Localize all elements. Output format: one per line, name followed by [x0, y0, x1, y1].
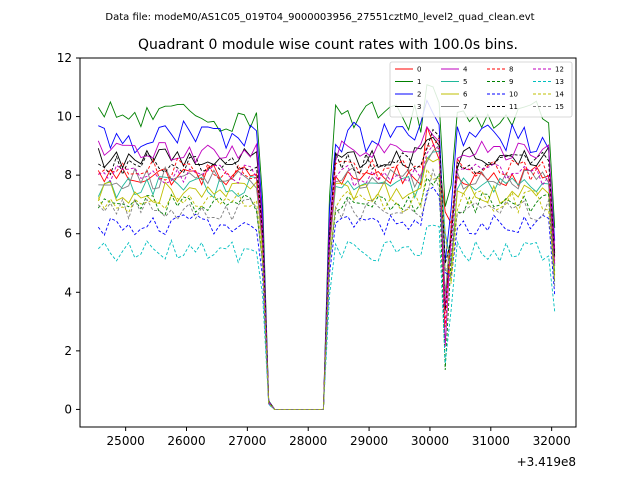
y-axis-ticks: 0 2 4 6 8 10 12	[57, 51, 80, 416]
series-line-6	[97, 156, 556, 410]
x-tick-label: 30000	[411, 434, 449, 448]
legend-label-14: 14	[555, 91, 564, 99]
x-axis-ticks: 25000 26000 27000 28000 29000 30000 31000 32000	[107, 427, 571, 448]
series-line-13	[97, 224, 556, 410]
legend-label-6: 6	[463, 91, 468, 99]
legend-label-7: 7	[463, 103, 467, 111]
x-axis-offset-text: +3.419e8	[517, 455, 576, 469]
x-tick-label: 31000	[472, 434, 510, 448]
series-line-7	[98, 144, 556, 410]
legend-label-0: 0	[417, 66, 421, 74]
y-tick-label: 2	[64, 344, 72, 358]
axes-frame	[79, 57, 577, 428]
legend-label-12: 12	[555, 66, 564, 74]
x-tick-label: 25000	[107, 434, 145, 448]
legend-label-13: 13	[555, 78, 564, 86]
legend-box	[389, 61, 573, 118]
legend-label-11: 11	[509, 103, 518, 111]
series-line-1	[97, 84, 556, 410]
y-tick-label: 6	[64, 227, 72, 241]
y-tick-label: 10	[57, 110, 72, 124]
plot-lines	[97, 84, 556, 410]
series-line-5	[97, 150, 556, 410]
y-tick-label: 12	[57, 51, 72, 65]
legend-label-3: 3	[417, 103, 421, 111]
x-tick-label: 29000	[350, 434, 388, 448]
x-tick-label: 28000	[289, 434, 327, 448]
legend-label-15: 15	[555, 103, 564, 111]
legend-label-4: 4	[463, 66, 468, 74]
figure-suptitle: Data file: modeM0/AS1C05_019T04_90000039…	[105, 12, 534, 23]
series-line-14	[97, 168, 556, 410]
x-tick-label: 27000	[228, 434, 266, 448]
series-line-15	[97, 168, 556, 410]
y-tick-label: 4	[64, 285, 72, 299]
y-tick-label: 0	[64, 402, 72, 416]
legend-label-9: 9	[509, 78, 513, 86]
chart-title: Quadrant 0 module wise count rates with …	[138, 37, 518, 53]
series-line-0	[97, 126, 556, 410]
x-tick-label: 32000	[533, 434, 571, 448]
legend-label-1: 1	[417, 78, 421, 86]
y-tick-label: 8	[64, 168, 72, 182]
x-tick-label: 26000	[167, 434, 205, 448]
legend-label-10: 10	[509, 91, 518, 99]
series-line-4	[97, 125, 556, 410]
legend-label-8: 8	[509, 66, 513, 74]
series-line-9	[97, 172, 556, 410]
legend-label-2: 2	[417, 91, 421, 99]
legend-label-5: 5	[463, 78, 467, 86]
